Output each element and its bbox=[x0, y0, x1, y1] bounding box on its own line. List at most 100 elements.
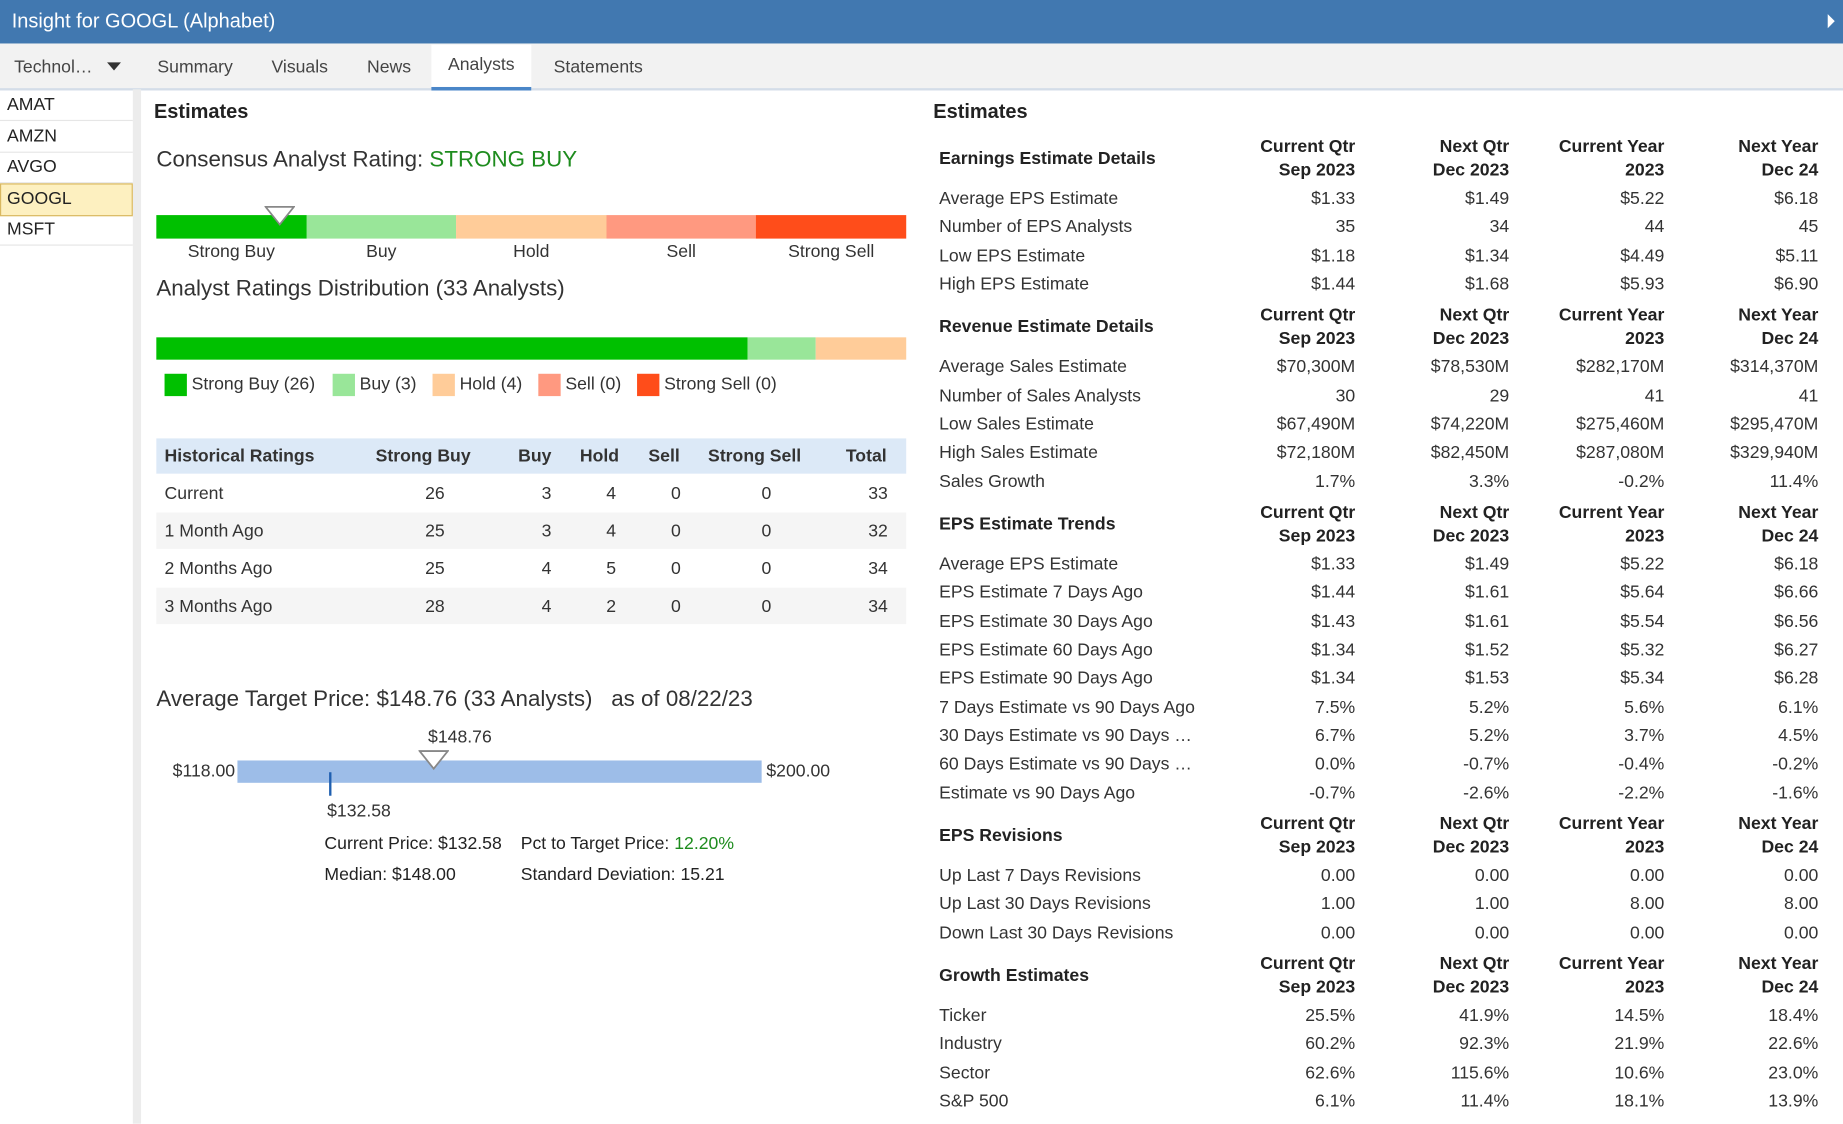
table-cell: 0 bbox=[761, 558, 772, 579]
scale-segment bbox=[156, 215, 307, 239]
estimate-value: 5.6% bbox=[1624, 697, 1665, 718]
column-header: Dec 24 bbox=[1761, 837, 1819, 858]
column-header: Next Year bbox=[1738, 953, 1819, 974]
table-cell: 2 Months Ago bbox=[164, 558, 273, 579]
estimate-value: 0.00 bbox=[1474, 922, 1510, 943]
ticker[interactable]: AMAT bbox=[7, 94, 55, 115]
estimate-value: 0.00 bbox=[1630, 922, 1665, 943]
estimate-value: $67,490M bbox=[1276, 414, 1356, 435]
column-header: Sep 2023 bbox=[1278, 328, 1356, 349]
scale-label: Buy bbox=[366, 241, 397, 262]
ticker-row[interactable] bbox=[0, 120, 133, 153]
pct-label: Pct to Target Price: bbox=[520, 833, 670, 854]
column-header: Current Year bbox=[1558, 953, 1665, 974]
estimate-value: 21.9% bbox=[1614, 1034, 1665, 1055]
estimate-value: $5.34 bbox=[1620, 668, 1665, 689]
sector-dropdown[interactable]: Technol… bbox=[14, 57, 93, 77]
column-header: Next Qtr bbox=[1439, 953, 1510, 974]
collapse-arrow[interactable] bbox=[1825, 13, 1837, 29]
row-label: 30 Days Estimate vs 90 Days … bbox=[939, 725, 1192, 746]
column-header: 2023 bbox=[1625, 160, 1665, 181]
legend-swatch bbox=[432, 373, 455, 397]
table-cell: 0 bbox=[761, 596, 772, 617]
ticker-row[interactable] bbox=[0, 89, 133, 122]
tab[interactable]: Summary bbox=[157, 57, 233, 77]
column-header: Current Year bbox=[1558, 813, 1665, 834]
low-label: $118.00 bbox=[172, 761, 236, 782]
tab[interactable]: Analysts bbox=[447, 54, 515, 75]
ticker[interactable]: GOOGL bbox=[7, 188, 72, 209]
tab[interactable]: Visuals bbox=[271, 57, 328, 77]
ticker[interactable]: AMZN bbox=[7, 125, 58, 146]
distribution-segment bbox=[815, 337, 907, 360]
dropdown-arrow[interactable] bbox=[106, 62, 122, 71]
estimate-value: -0.7% bbox=[1463, 754, 1510, 775]
estimate-value: 92.3% bbox=[1459, 1034, 1510, 1055]
legend-label: Strong Sell (0) bbox=[664, 374, 777, 395]
column-header: Current Qtr bbox=[1260, 502, 1356, 523]
row-label: Number of Sales Analysts bbox=[939, 385, 1142, 406]
current-label: $132.58 bbox=[327, 801, 391, 822]
row-label: High Sales Estimate bbox=[939, 442, 1098, 463]
column-header: Next Year bbox=[1738, 813, 1819, 834]
row-label: Low EPS Estimate bbox=[939, 245, 1086, 266]
tab[interactable]: News bbox=[367, 57, 412, 77]
column-header: 2023 bbox=[1625, 526, 1665, 547]
estimate-value: $1.33 bbox=[1311, 554, 1356, 575]
table-cell: 4 bbox=[606, 521, 617, 542]
column-header: Current Year bbox=[1558, 305, 1665, 326]
estimate-value: $275,460M bbox=[1576, 414, 1665, 435]
column-header: Current Year bbox=[1558, 136, 1665, 157]
table-cell: 4 bbox=[606, 483, 617, 504]
target-as-of: as of 08/22/23 bbox=[611, 687, 753, 712]
estimate-value: -2.6% bbox=[1463, 782, 1510, 803]
distribution-title: Analyst Ratings Distribution (33 Analyst… bbox=[156, 276, 565, 302]
table-cell: Current bbox=[164, 483, 224, 504]
estimate-value: 1.00 bbox=[1320, 894, 1356, 915]
estimate-value: 45 bbox=[1798, 217, 1819, 238]
estimate-value: 62.6% bbox=[1305, 1062, 1356, 1083]
ticker-row[interactable] bbox=[0, 182, 133, 216]
estimate-value: -0.7% bbox=[1309, 782, 1356, 803]
scale-segment bbox=[756, 215, 907, 239]
estimate-value: 23.0% bbox=[1768, 1062, 1819, 1083]
estimate-value: 7.5% bbox=[1315, 697, 1356, 718]
tab[interactable]: Statements bbox=[553, 57, 643, 77]
row-label: Average Sales Estimate bbox=[939, 357, 1127, 378]
distribution-segment bbox=[156, 337, 748, 360]
row-label: S&P 500 bbox=[939, 1091, 1009, 1112]
estimate-value: $1.43 bbox=[1311, 611, 1356, 632]
ticker-row[interactable] bbox=[0, 214, 133, 246]
consensus-value: STRONG BUY bbox=[429, 147, 578, 173]
scale-segment bbox=[456, 215, 607, 239]
estimate-value: $6.28 bbox=[1774, 668, 1819, 689]
column-header: Dec 24 bbox=[1761, 977, 1819, 998]
scale-label: Strong Sell bbox=[788, 241, 875, 262]
legend-label: Hold (4) bbox=[459, 374, 523, 395]
estimate-value: $5.93 bbox=[1620, 274, 1665, 295]
ticker[interactable]: AVGO bbox=[7, 156, 57, 177]
row-label: Up Last 30 Days Revisions bbox=[939, 894, 1151, 915]
estimate-value: $5.22 bbox=[1620, 188, 1665, 209]
column-header: Sep 2023 bbox=[1278, 837, 1356, 858]
column-header: Sep 2023 bbox=[1278, 160, 1356, 181]
table-header: Total bbox=[845, 446, 887, 467]
row-label: Average EPS Estimate bbox=[939, 554, 1119, 575]
estimate-value: $1.34 bbox=[1465, 245, 1510, 266]
row-label: Down Last 30 Days Revisions bbox=[939, 922, 1174, 943]
estimate-value: 0.00 bbox=[1474, 865, 1510, 886]
estimate-value: $5.32 bbox=[1620, 639, 1665, 660]
estimate-value: 6.1% bbox=[1778, 697, 1819, 718]
scale-label: Strong Buy bbox=[187, 241, 275, 262]
estimate-value: 0.00 bbox=[1320, 922, 1356, 943]
column-header: Next Qtr bbox=[1439, 813, 1510, 834]
column-header: Next Year bbox=[1738, 305, 1819, 326]
estimate-value: $1.34 bbox=[1311, 668, 1356, 689]
estimate-value: $1.52 bbox=[1465, 639, 1510, 660]
legend-swatch bbox=[332, 373, 355, 397]
ticker[interactable]: MSFT bbox=[7, 219, 56, 240]
average-label: $148.76 bbox=[428, 726, 492, 747]
estimate-value: 18.1% bbox=[1614, 1091, 1665, 1112]
estimate-value: 4.5% bbox=[1778, 725, 1819, 746]
